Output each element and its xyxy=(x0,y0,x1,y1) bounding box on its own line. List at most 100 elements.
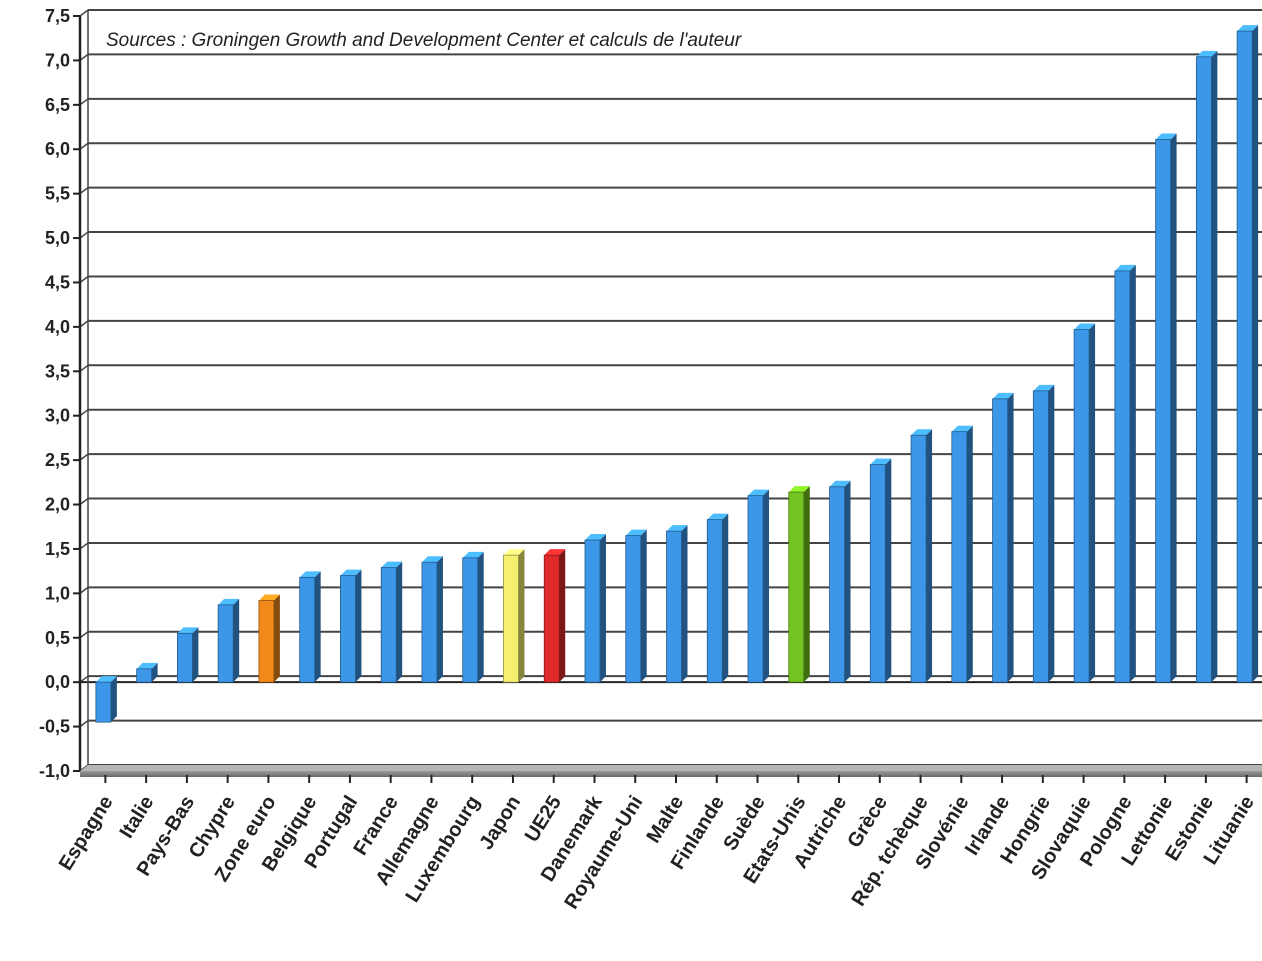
bar-side xyxy=(803,486,810,683)
gridline-diagonal xyxy=(79,53,89,62)
bar-top xyxy=(707,513,729,520)
bar-top xyxy=(829,480,851,487)
bar-top xyxy=(992,392,1014,399)
bar-side xyxy=(396,561,403,683)
bar-side xyxy=(926,429,933,683)
bar-top xyxy=(218,598,240,605)
bar-side xyxy=(1170,133,1177,683)
bar-front xyxy=(788,491,805,683)
bar-front xyxy=(1195,56,1212,683)
y-tick-label: 4,5 xyxy=(45,272,70,292)
bar-top xyxy=(748,489,770,496)
bar-front xyxy=(176,632,193,683)
bar-side xyxy=(599,534,606,683)
gridline-diagonal xyxy=(79,497,89,506)
bar-side xyxy=(192,627,199,683)
bar-japon xyxy=(503,549,525,683)
bar-top xyxy=(136,662,158,669)
bar-top xyxy=(381,561,403,568)
bar-top xyxy=(1196,50,1218,57)
y-tick-label: 6,0 xyxy=(45,139,70,159)
y-tick-label: 7,0 xyxy=(45,50,70,70)
bar-ue25 xyxy=(543,549,566,683)
bar-lettonie xyxy=(1155,133,1177,683)
bar-side xyxy=(722,513,729,683)
bar-top xyxy=(1033,384,1055,391)
gridline-diagonal xyxy=(79,586,89,594)
bar-belgique xyxy=(299,571,321,683)
bar-side xyxy=(763,489,770,683)
y-tick-label: -1,0 xyxy=(39,761,70,781)
bar-irlande xyxy=(992,392,1014,683)
gridline-diagonal xyxy=(79,409,89,417)
y-tick-label: 7,5 xyxy=(45,6,70,26)
y-tick-label: 0,5 xyxy=(45,628,70,648)
bars xyxy=(95,25,1259,723)
bar-top xyxy=(299,571,321,578)
bar-top xyxy=(951,425,973,432)
bar-italie xyxy=(136,662,158,683)
source-annotation: Sources : Groningen Growth and Developme… xyxy=(106,30,742,51)
bar-top xyxy=(503,549,525,556)
bar-side xyxy=(966,425,973,683)
bar-portugal xyxy=(340,569,362,683)
bar-front xyxy=(869,464,886,683)
bar-malte xyxy=(666,525,688,683)
bar-side xyxy=(233,598,240,683)
bar-front xyxy=(584,539,601,683)
bar-front xyxy=(543,554,560,683)
bar-top xyxy=(462,551,484,558)
y-tick-label: -0,5 xyxy=(39,717,70,737)
bar-front xyxy=(910,434,927,683)
x-tick-label: Japon xyxy=(475,792,525,854)
bar-hongrie xyxy=(1032,384,1055,683)
bar-top xyxy=(1114,264,1136,271)
bar-top xyxy=(666,525,688,532)
bar-front xyxy=(1032,390,1049,683)
bar-front xyxy=(217,604,234,683)
y-tick-label: 5,5 xyxy=(45,184,70,204)
bar-autriche xyxy=(829,480,851,683)
bar-top xyxy=(584,534,606,541)
bar-estonie xyxy=(1195,50,1218,683)
bar-luxembourg xyxy=(462,551,484,683)
bar-front xyxy=(299,576,316,683)
gridline-diagonal xyxy=(79,719,89,728)
gridline-diagonal xyxy=(79,275,89,284)
bar-side xyxy=(640,529,647,683)
bar-top xyxy=(870,458,892,465)
bar-side xyxy=(1129,264,1136,683)
bar-front xyxy=(136,668,153,683)
bar-front xyxy=(340,575,356,683)
bar-royaume-uni xyxy=(625,529,647,683)
bar-top xyxy=(340,569,362,576)
bar-front xyxy=(503,554,519,683)
bar-side xyxy=(355,569,362,683)
gridline-diagonal xyxy=(79,542,89,550)
bar-side xyxy=(559,549,566,683)
bar-front xyxy=(95,681,112,723)
bar-front xyxy=(1155,139,1172,683)
bar-slov-nie xyxy=(951,425,973,683)
bar-front xyxy=(829,486,845,683)
y-tick-label: 3,0 xyxy=(45,406,70,426)
x-tick-label: Italie xyxy=(116,792,159,842)
bar-front xyxy=(258,600,275,683)
gridline-diagonal xyxy=(79,320,89,328)
bar-side xyxy=(1252,25,1259,683)
bar-front xyxy=(992,398,1008,683)
y-tick-label: 1,5 xyxy=(45,539,70,559)
bar-front xyxy=(462,557,479,683)
bar-front xyxy=(380,567,397,683)
bar-side xyxy=(1007,392,1014,683)
bar-top xyxy=(788,486,810,493)
gridline-diagonal xyxy=(79,364,89,372)
gridline-diagonal xyxy=(79,453,89,461)
y-tick-label: 6,5 xyxy=(45,95,70,115)
bar-front xyxy=(1114,270,1131,683)
bar-side xyxy=(110,676,117,723)
bar-front xyxy=(706,519,723,683)
bar-side xyxy=(681,525,688,683)
bar-top xyxy=(544,549,566,556)
